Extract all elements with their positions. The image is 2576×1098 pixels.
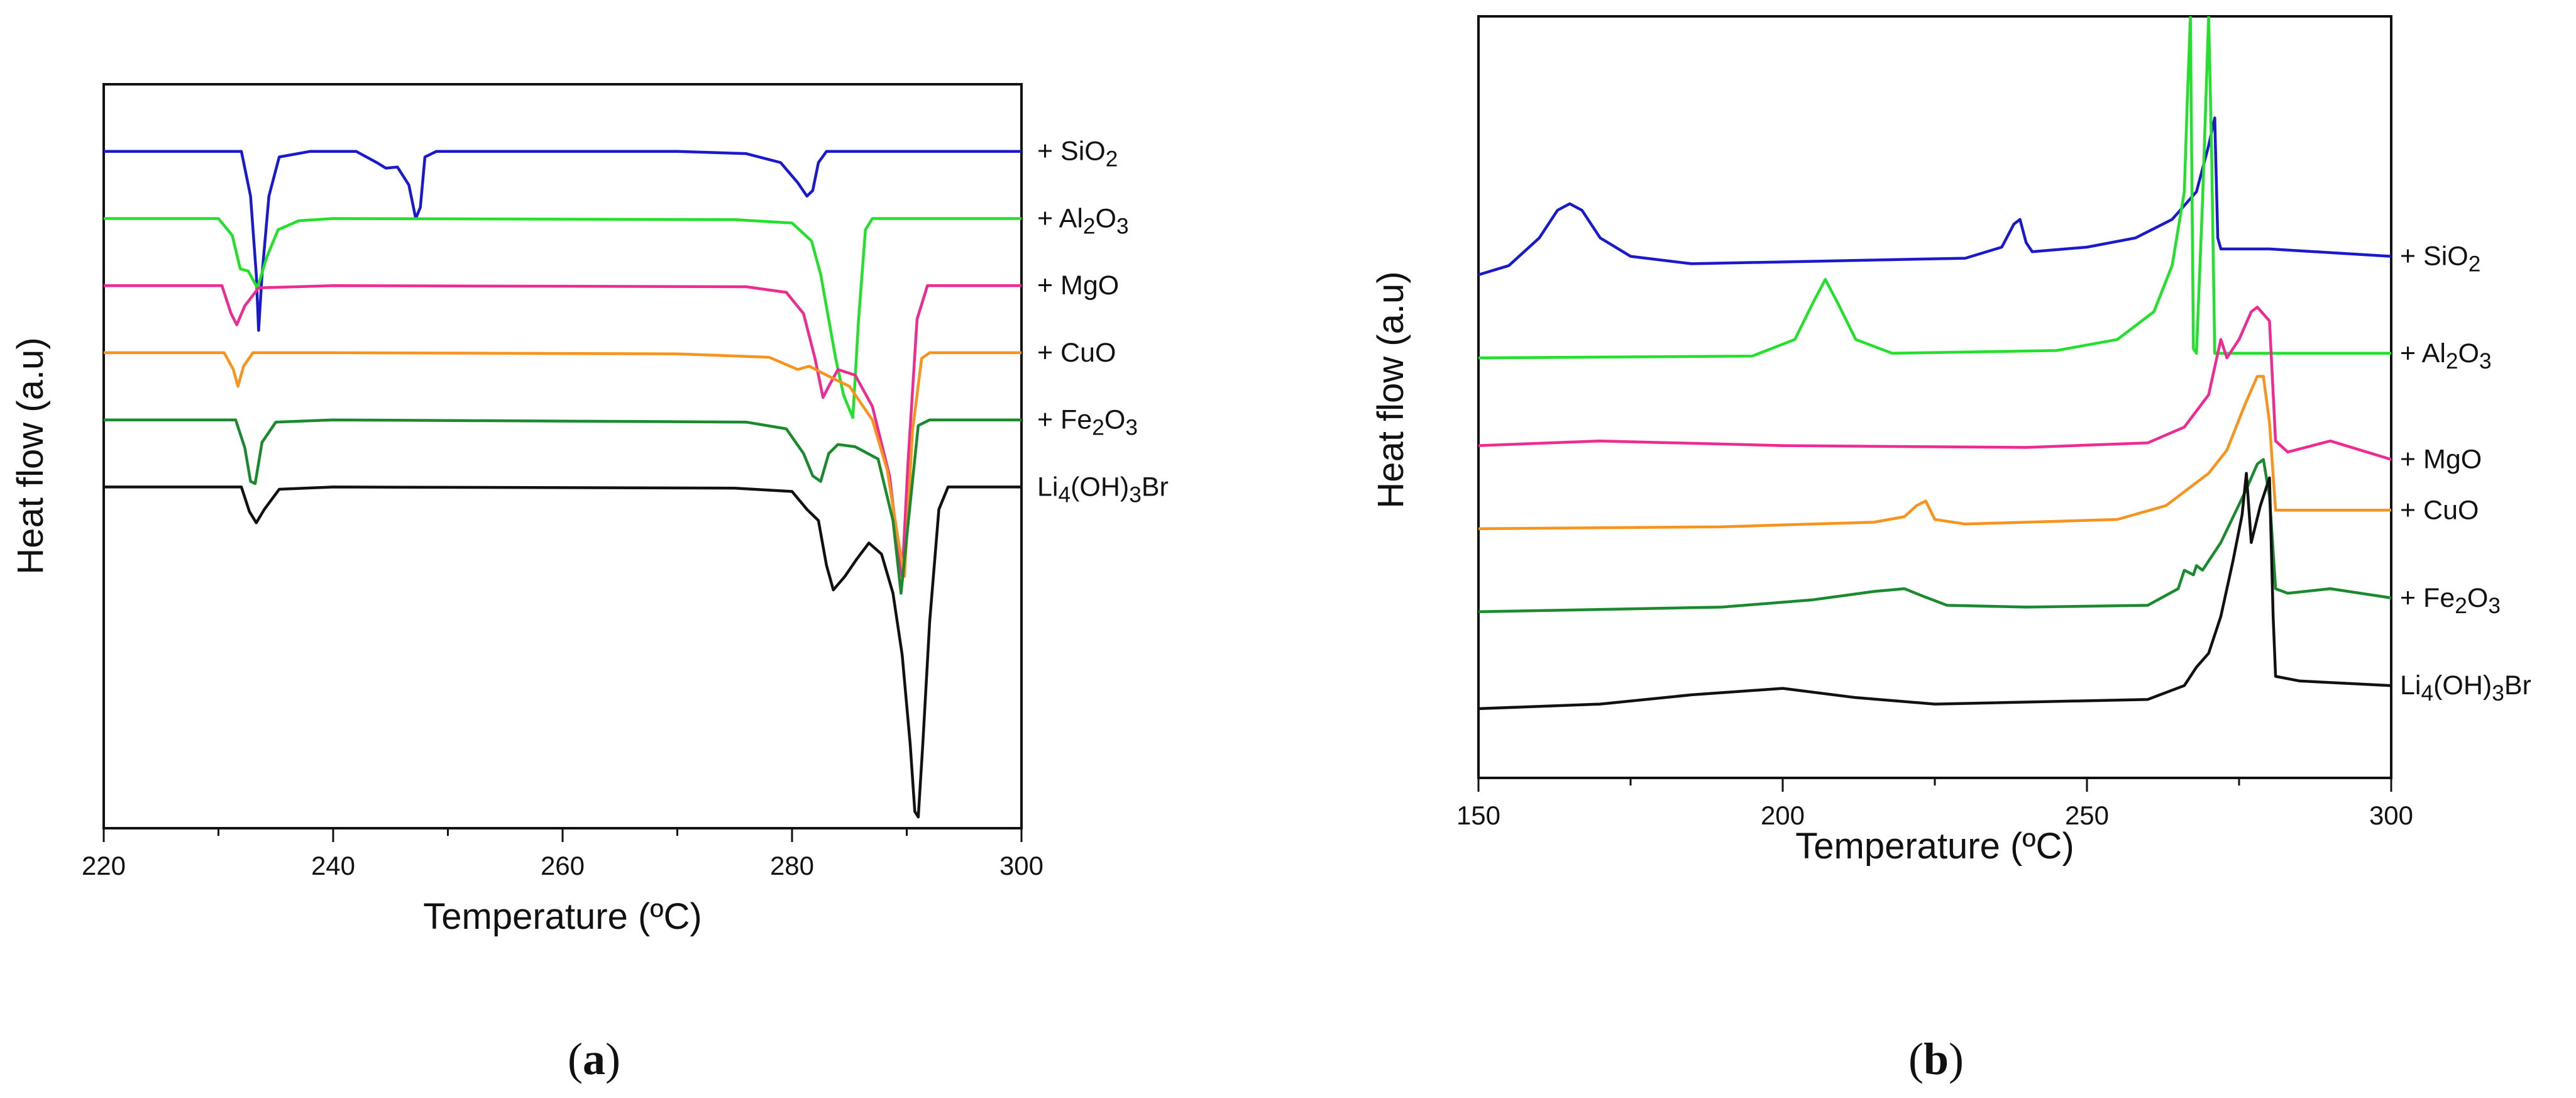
series-line--mgo [1478, 306, 2391, 461]
series-line--cuo [1478, 375, 2391, 530]
x-tick-label-150: 150 [1456, 801, 1500, 830]
panel-b-y-axis-label: Heat flow (a.u) [1370, 271, 1411, 508]
panel-b-x-tick-labels: 150 200 250 300 [1456, 801, 2413, 830]
panel-a-caption-letter: a [583, 1034, 605, 1084]
panel-a-chart: 220 240 260 280 300 + SiO2+ Al2O3+ MgO+ CuO+… [10, 83, 1169, 1084]
series-label-text: + Al [1037, 203, 1083, 233]
series-label-subscript: 2 [1083, 214, 1096, 238]
series-line--fe2o3 [104, 418, 1021, 595]
series-line-li4-oh-3br [104, 485, 1021, 819]
series-line--al2o3 [1478, 16, 2391, 360]
series-line--sio2 [104, 150, 1021, 332]
series-label-text: + Al [2400, 338, 2446, 369]
series-label-subscript: 3 [2488, 594, 2501, 618]
series-label-subscript: 4 [1058, 482, 1071, 507]
series-label-subscript: 3 [2479, 349, 2492, 374]
panel-b-plot-frame [1477, 15, 2392, 779]
x-tick-label-200: 200 [1761, 801, 1805, 830]
panel-a-x-tick-labels: 220 240 260 280 300 [82, 851, 1043, 880]
series-label-subscript: 2 [1106, 147, 1118, 172]
series-label-text: + MgO [2400, 445, 2482, 475]
panel-a-y-axis-label: Heat flow (a.u) [10, 337, 51, 574]
series-label-subscript: 2 [2446, 349, 2458, 374]
series-label: + CuO [1037, 338, 1116, 368]
series-label: + Fe2O3 [2400, 583, 2501, 618]
series-label: + SiO2 [2400, 241, 2480, 277]
series-line--al2o3 [104, 217, 1021, 419]
series-label-text: Li [2400, 670, 2421, 701]
series-label-subscript: 3 [1116, 214, 1129, 238]
series-label-text: + Fe [1037, 405, 1092, 435]
panel-b-x-axis-label: Temperature (ºC) [1795, 826, 2074, 867]
series-label-subscript: 4 [2421, 681, 2433, 706]
series-label-text: (OH) [1071, 472, 1129, 502]
series-label-subscript: 3 [1129, 482, 1142, 507]
series-label: + CuO [2400, 495, 2479, 525]
panel-b-caption-label: (b) [1908, 1034, 1964, 1084]
series-label: + SiO2 [1037, 136, 1118, 172]
x-tick-label-300: 300 [999, 851, 1043, 880]
panel-a-caption-label: (a) [568, 1034, 620, 1084]
series-label-subscript: 2 [2469, 252, 2481, 277]
x-tick-label-300: 300 [2369, 801, 2413, 830]
panel-b-x-ticks [1477, 778, 2392, 792]
panel-a-x-ticks [102, 828, 1023, 842]
series-label-subscript: 2 [1092, 416, 1104, 440]
series-line--cuo [104, 351, 1021, 578]
series-label-subscript: 2 [2455, 594, 2467, 618]
panel-a-x-axis-label: Temperature (ºC) [423, 896, 702, 937]
series-label: Li4(OH)3Br [2400, 670, 2531, 706]
series-label-text: + Fe [2400, 583, 2455, 613]
series-label: + Al2O3 [2400, 338, 2492, 374]
series-label-text: Br [2504, 670, 2531, 701]
series-line--sio2 [1478, 116, 2391, 277]
series-label-text: O [2467, 583, 2488, 613]
series-label: + Al2O3 [1037, 203, 1129, 238]
series-line-li4-oh-3br [1478, 472, 2391, 711]
series-label-text: + CuO [2400, 495, 2479, 525]
series-line--mgo [104, 284, 1021, 578]
panel-a-series-group [104, 150, 1021, 819]
x-tick-label-220: 220 [82, 851, 126, 880]
series-label: + Fe2O3 [1037, 405, 1138, 440]
series-label-text: + SiO [2400, 241, 2469, 272]
series-label-text: (OH) [2433, 670, 2492, 701]
series-label-text: Br [1142, 472, 1169, 502]
series-label-text: + MgO [1037, 270, 1119, 301]
series-label-text: + CuO [1037, 338, 1116, 368]
series-label-subscript: 3 [2492, 681, 2504, 706]
series-label: + MgO [1037, 270, 1119, 301]
series-label-text: + SiO [1037, 136, 1106, 167]
x-tick-label-260: 260 [541, 851, 585, 880]
series-label-text: O [2458, 338, 2479, 369]
series-label-text: Li [1037, 472, 1058, 502]
x-tick-label-250: 250 [2065, 801, 2109, 830]
panel-b-series-group [1478, 16, 2391, 711]
x-tick-label-240: 240 [311, 851, 355, 880]
series-label-text: O [1104, 405, 1125, 435]
panel-b-caption-letter: b [1924, 1034, 1949, 1084]
x-tick-label-280: 280 [770, 851, 814, 880]
series-label-subscript: 3 [1125, 416, 1138, 440]
series-label-text: O [1096, 203, 1116, 233]
series-label: + MgO [2400, 445, 2482, 475]
series-label: Li4(OH)3Br [1037, 472, 1169, 507]
panel-b-chart: 150 200 250 300 + SiO2+ Al2O3+ MgO+ CuO+ Fe… [1370, 15, 2531, 1084]
